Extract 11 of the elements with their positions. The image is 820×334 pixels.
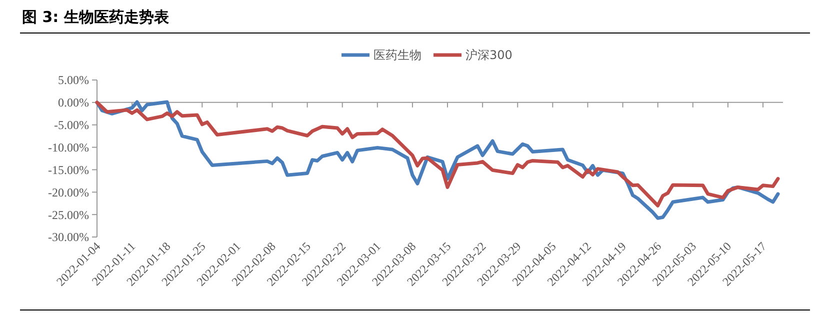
y-tick-label: 5.00% — [58, 73, 89, 88]
y-tick-label: -30.00% — [48, 230, 89, 244]
y-tick-label: -15.00% — [48, 162, 89, 177]
y-tick-label: -20.00% — [48, 185, 89, 200]
y-tick-label: -10.00% — [48, 140, 89, 154]
legend-label: 沪深300 — [466, 48, 512, 62]
chart-title: 图 3: 生物医药走势表 — [22, 8, 170, 26]
y-tick-label: -5.00% — [54, 118, 89, 132]
legend-label: 医药生物 — [374, 48, 422, 62]
y-tick-label: -25.00% — [48, 208, 89, 222]
y-tick-label: 0.00% — [58, 96, 89, 110]
